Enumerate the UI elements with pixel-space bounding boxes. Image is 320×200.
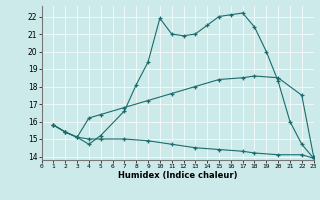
- X-axis label: Humidex (Indice chaleur): Humidex (Indice chaleur): [118, 171, 237, 180]
